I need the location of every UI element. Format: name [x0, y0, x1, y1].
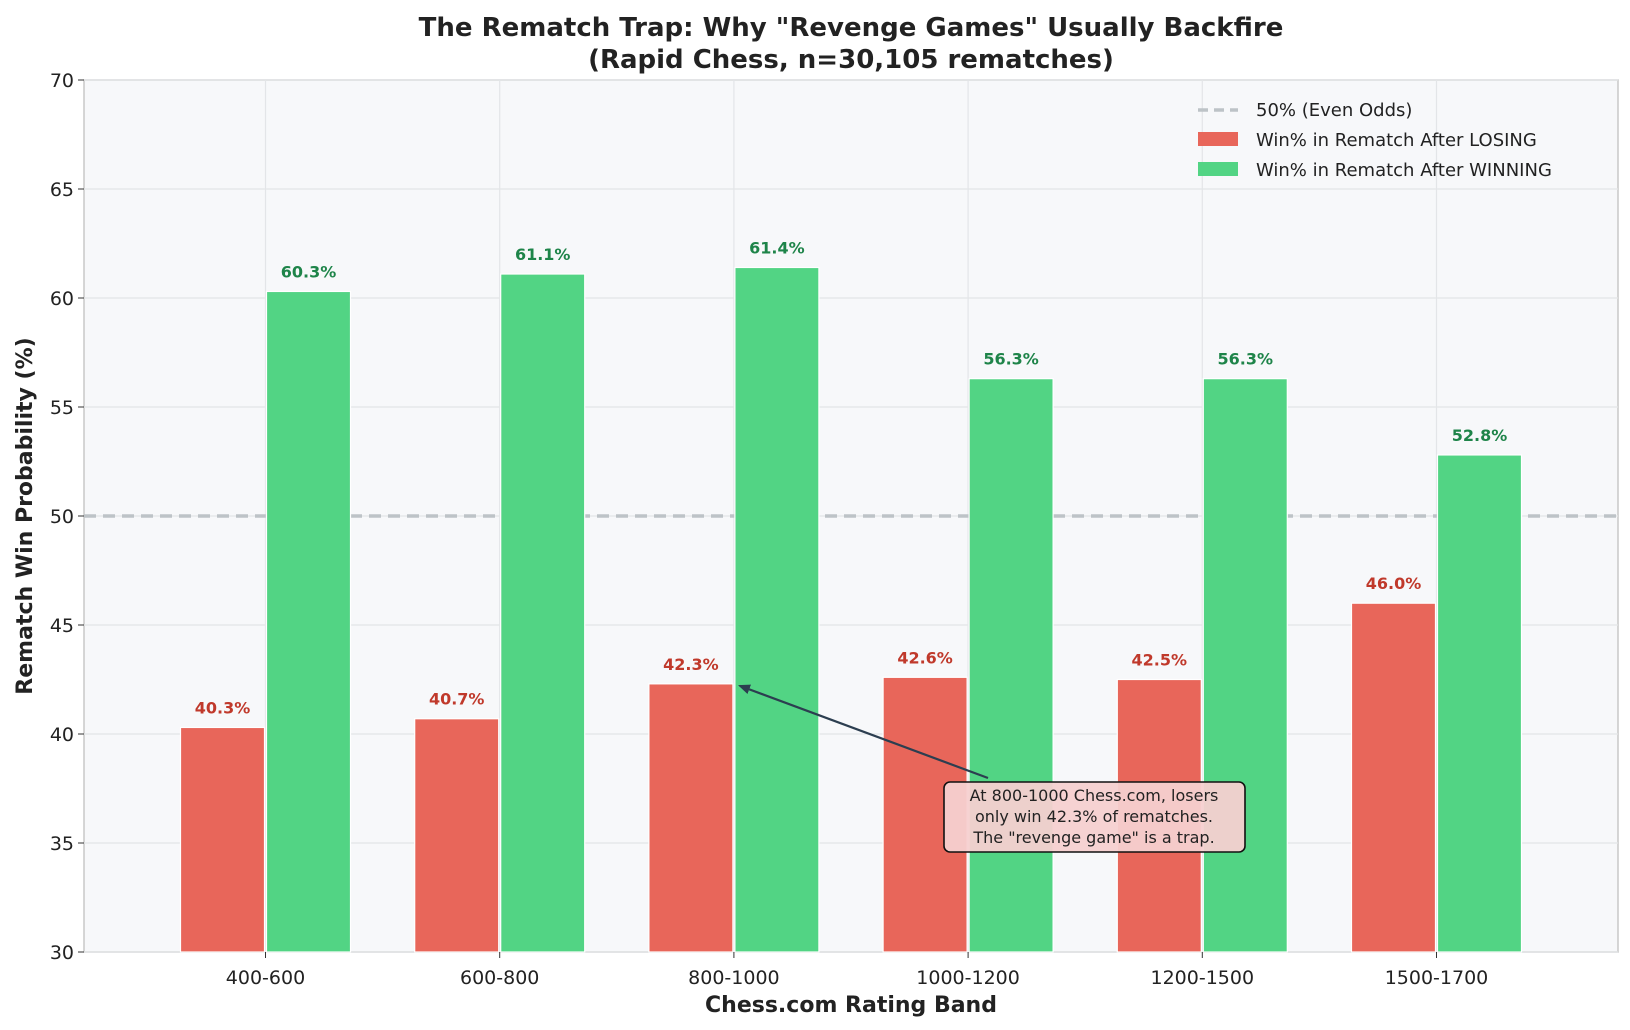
legend-label-after-winning: Win% in Rematch After WINNING	[1256, 160, 1552, 181]
chart-title-line-1: The Rematch Trap: Why "Revenge Games" Us…	[419, 13, 1284, 43]
x-tick-label: 400-600	[226, 967, 305, 989]
bar-label-after-winning: 52.8%	[1452, 426, 1508, 445]
legend: 50% (Even Odds) Win% in Rematch After LO…	[1198, 100, 1552, 181]
bar-after-winning	[500, 273, 586, 953]
bar-label-after-losing: 40.3%	[195, 698, 251, 717]
bar-after-winning	[734, 266, 820, 953]
bar-after-losing	[1350, 602, 1437, 953]
bar-label-after-losing: 42.3%	[663, 655, 719, 674]
y-tick-label: 40	[50, 724, 74, 746]
y-tick-label: 65	[50, 179, 74, 201]
legend-swatch-after-winning	[1198, 162, 1238, 176]
x-tick-label: 600-800	[460, 967, 539, 989]
y-tick-label: 70	[50, 70, 74, 92]
chart-title-line-2: (Rapid Chess, n=30,105 rematches)	[588, 45, 1114, 75]
bar-label-after-losing: 42.6%	[897, 648, 953, 667]
axes: 30 35 40 45 50 55 60 65 70 400-600 600-800 800-1000…	[50, 70, 1488, 989]
y-tick-label: 30	[50, 942, 74, 964]
bar-label-after-losing: 46.0%	[1366, 574, 1422, 593]
bar-after-losing	[414, 718, 500, 953]
bar-after-losing	[648, 683, 734, 953]
y-tick-label: 45	[50, 615, 74, 637]
annotation-box	[943, 781, 1246, 853]
y-tick-label: 35	[50, 833, 74, 855]
x-tick-label: 800-1000	[688, 967, 779, 989]
x-tick-label: 1500-1700	[1385, 967, 1489, 989]
bar-label-after-winning: 56.3%	[983, 350, 1039, 369]
x-axis-label: Chess.com Rating Band	[705, 993, 997, 1018]
bar-label-after-winning: 61.4%	[749, 238, 805, 257]
y-tick-label: 50	[50, 506, 74, 528]
bar-label-after-winning: 61.1%	[515, 245, 571, 264]
x-tick-label: 1000-1200	[916, 967, 1020, 989]
bar-label-after-losing: 42.5%	[1132, 651, 1188, 670]
bar-label-after-winning: 60.3%	[281, 262, 337, 281]
bar-after-winning	[968, 378, 1054, 953]
y-tick-label: 60	[50, 288, 74, 310]
annotation: At 800-1000 Chess.com, losers only win 4…	[738, 684, 1246, 853]
bar-labels: 40.3% 40.7% 42.3% 42.6% 42.5% 46.0% 60.3% 61.1%…	[195, 238, 1508, 717]
bar-after-losing	[179, 726, 266, 953]
bar-label-after-losing: 40.7%	[429, 690, 485, 709]
x-tick-label: 1200-1500	[1151, 967, 1255, 989]
legend-swatch-after-losing	[1198, 132, 1238, 146]
y-tick-label: 55	[50, 397, 74, 419]
annotation-text-line-3: The "revenge game" is a trap.	[972, 828, 1214, 847]
bar-after-winning	[265, 290, 352, 953]
y-axis-label: Rematch Win Probability (%)	[13, 337, 38, 694]
bar-after-winning	[1436, 454, 1523, 953]
bar-after-winning	[1202, 378, 1288, 953]
legend-label-after-losing: Win% in Rematch After LOSING	[1256, 130, 1537, 151]
annotation-text-line-1: At 800-1000 Chess.com, losers	[970, 786, 1219, 805]
annotation-arrow	[738, 684, 989, 780]
annotation-text-line-2: only win 42.3% of rematches.	[975, 807, 1213, 826]
bar-label-after-winning: 56.3%	[1218, 350, 1274, 369]
legend-label-reference-line: 50% (Even Odds)	[1256, 100, 1412, 121]
